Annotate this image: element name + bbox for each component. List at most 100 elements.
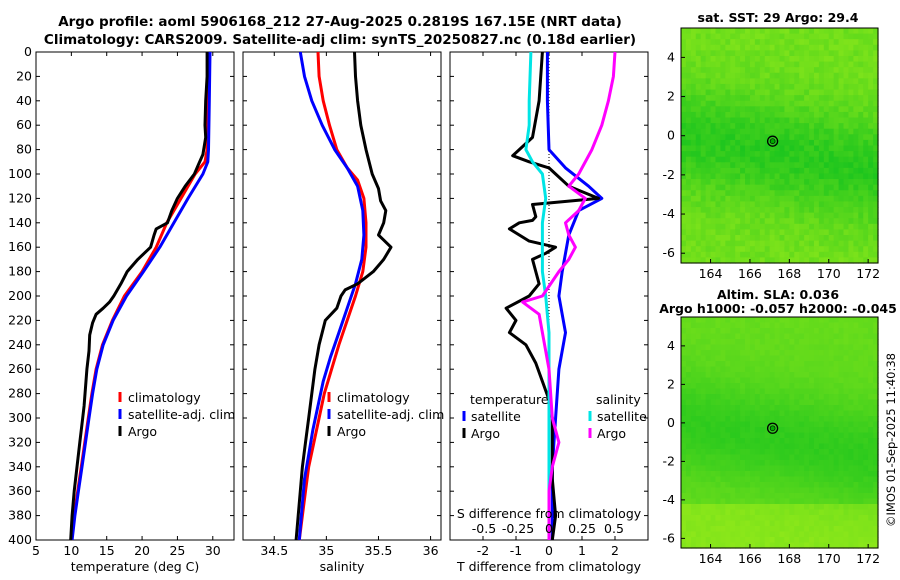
map-cell [720, 33, 726, 40]
map-cell [681, 44, 687, 51]
map-cell [833, 229, 840, 236]
map-cell [853, 493, 859, 500]
map-cell [705, 173, 712, 180]
map-cell [789, 449, 795, 456]
map-cell [764, 372, 771, 379]
map-cell [710, 44, 717, 51]
map-cell [818, 123, 825, 130]
map-cell [725, 201, 731, 208]
map-cell [764, 39, 771, 46]
map-cell [868, 416, 874, 423]
map-cell [843, 173, 850, 180]
map-cell [730, 333, 736, 340]
map-cell [705, 111, 712, 119]
map-cell [848, 493, 854, 500]
map-cell [873, 162, 879, 169]
map-cell [784, 427, 790, 434]
map-cell [799, 526, 805, 533]
map-cell [838, 520, 845, 527]
map-cell [809, 139, 815, 147]
map-cell [789, 61, 795, 68]
map-cell [838, 388, 845, 395]
series-line-salinity-satellite [524, 51, 551, 540]
map-cell [735, 350, 741, 357]
map-cell [873, 201, 879, 208]
map-cell [720, 235, 726, 242]
map-cell [843, 372, 850, 379]
map-cell [828, 465, 835, 472]
map-cell [681, 173, 687, 180]
map-cell [779, 388, 786, 395]
map-cell [784, 257, 790, 264]
map-cell [784, 218, 790, 225]
map-cell [769, 454, 776, 461]
map-cell [789, 173, 795, 180]
map-cell [813, 504, 820, 511]
map-cell [740, 537, 746, 544]
map-cell [690, 218, 697, 225]
map-cell [730, 151, 736, 158]
map-cell [759, 44, 766, 51]
map-cell [715, 156, 721, 163]
map-cell [705, 515, 712, 522]
map-cell [833, 344, 840, 351]
map-cell [735, 520, 741, 527]
map-cell [873, 33, 879, 40]
map-cell [705, 123, 712, 130]
map-cell [853, 139, 859, 147]
map-cell [710, 173, 717, 180]
map-cell [868, 460, 874, 467]
map-cell [754, 33, 761, 40]
map-cell [848, 531, 854, 538]
map-cell [784, 460, 790, 467]
map-cell [720, 454, 726, 461]
map-cell [740, 432, 746, 439]
map-cell [823, 111, 830, 119]
map-cell [873, 476, 879, 483]
map-cell [794, 421, 800, 428]
map-cell [828, 498, 835, 505]
map-cell [804, 28, 810, 35]
map-cell [794, 207, 800, 214]
depth-tick-label: 300 [8, 410, 32, 425]
map-cell [818, 95, 825, 102]
map-cell [681, 195, 687, 203]
map-cell [759, 471, 766, 478]
map-cell [735, 355, 741, 362]
map-cell [848, 317, 854, 324]
map-cell [799, 44, 805, 51]
map-cell [700, 28, 707, 35]
map-cell [730, 317, 736, 324]
map-cell [799, 416, 805, 423]
map-cell [690, 156, 697, 163]
map-cell [838, 111, 845, 119]
map-cell [769, 128, 776, 135]
map-cell [730, 33, 736, 40]
map-cell [759, 339, 766, 346]
s-diff-tick-label: 0.25 [568, 521, 596, 536]
map-cell [823, 95, 830, 102]
map-cell [868, 72, 874, 79]
map-cell [833, 498, 840, 505]
map-cell [749, 504, 756, 511]
map-cell [828, 55, 835, 63]
map-cell [735, 427, 741, 434]
map-cell [809, 50, 815, 57]
map-cell [779, 449, 786, 456]
map-cell [685, 61, 692, 68]
map-cell [710, 372, 717, 379]
map-cell [685, 454, 692, 461]
map-cell [769, 542, 776, 549]
map-cell [759, 72, 766, 79]
map-cell [818, 542, 825, 549]
map-cell [764, 184, 771, 191]
map-cell [710, 61, 717, 68]
map-cell [848, 416, 854, 423]
map-cell [809, 421, 815, 428]
map-cell [774, 39, 781, 46]
map-cell [784, 438, 790, 445]
map-cell [754, 151, 761, 158]
map-cell [681, 383, 687, 390]
map-cell [730, 509, 736, 516]
map-cell [863, 377, 869, 384]
